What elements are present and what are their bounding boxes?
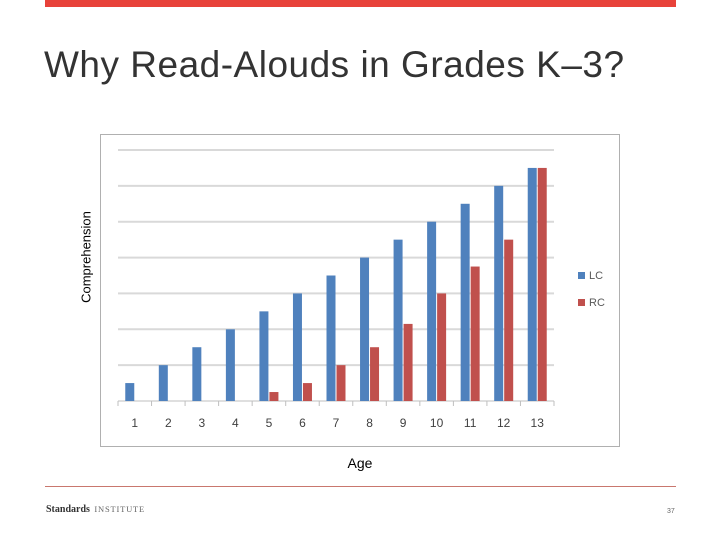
bar-lc [460, 203, 470, 401]
chart-frame: 1 2 3 4 5 6 7 8 9 10 11 12 13 LC RC [100, 134, 620, 447]
bar-rc [437, 293, 447, 401]
bar-lc [259, 311, 269, 401]
brand-suffix: INSTITUTE [94, 504, 146, 514]
bar-lc [360, 257, 370, 401]
bar-lc [225, 329, 235, 401]
bar-lc [326, 275, 336, 401]
x-tick-label: 6 [299, 416, 306, 430]
x-tick-label: 10 [430, 416, 444, 430]
x-tick-label: 1 [131, 416, 138, 430]
x-tick-label: 8 [366, 416, 373, 430]
x-tick-label: 4 [232, 416, 239, 430]
x-axis-title: Age [347, 455, 373, 471]
footer-divider [45, 486, 676, 487]
bar-rc [302, 383, 312, 401]
x-tick-label: 5 [266, 416, 273, 430]
legend-label-lc: LC [589, 270, 603, 282]
bar-lc [292, 293, 302, 401]
bar-rc [403, 323, 413, 401]
slide-title: Why Read-Alouds in Grades K–3? [44, 44, 625, 85]
legend-swatch-lc [578, 272, 585, 279]
x-tick-label: 3 [199, 416, 206, 430]
footer-logo: Standards INSTITUTE [46, 504, 145, 515]
bar-rc [336, 365, 346, 401]
brand-name: Standards [46, 504, 90, 515]
bar-rc [504, 239, 514, 401]
legend-swatch-rc [578, 299, 585, 306]
bar-rc [470, 266, 480, 401]
legend-label-rc: RC [589, 297, 605, 309]
bar-lc [393, 239, 403, 401]
bar-lc [494, 185, 504, 401]
bar-lc [427, 221, 437, 401]
page-number: 37 [667, 508, 675, 515]
bar-lc [125, 383, 135, 401]
y-axis-title: Comprehension [78, 211, 94, 303]
bar-rc [269, 392, 279, 401]
x-tick-label: 13 [531, 416, 545, 430]
x-tick-label: 7 [333, 416, 340, 430]
x-tick-label: 9 [400, 416, 407, 430]
top-accent-bar [45, 0, 676, 7]
bar-rc [370, 347, 380, 401]
x-tick-label: 2 [165, 416, 172, 430]
bar-lc [192, 347, 202, 401]
bar-lc [527, 167, 537, 401]
x-tick-label: 11 [464, 416, 477, 430]
bar-rc [537, 167, 547, 401]
x-tick-label: 12 [497, 416, 511, 430]
bar-lc [158, 365, 168, 401]
